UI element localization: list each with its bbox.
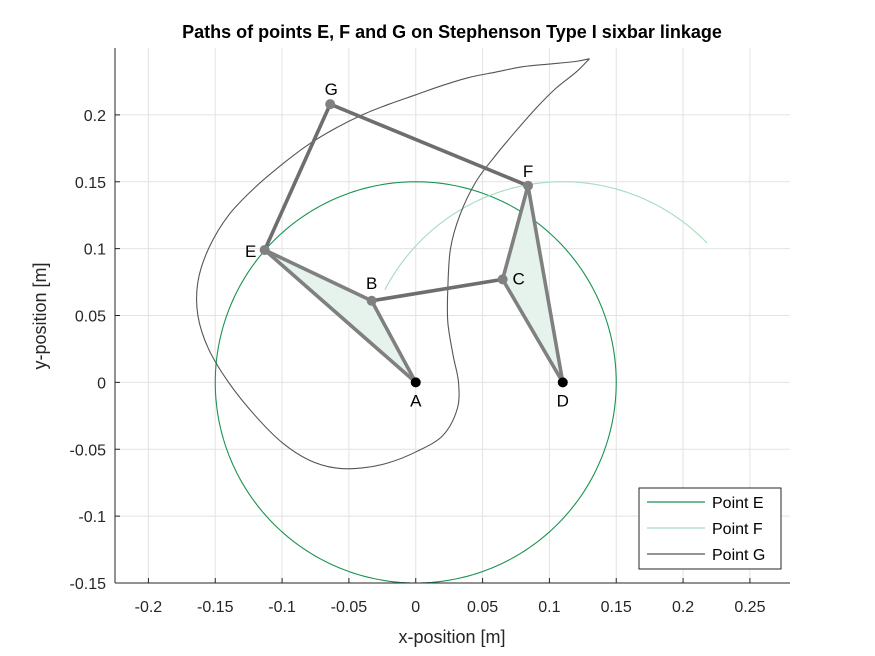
x-tick-label: 0.25	[734, 599, 765, 616]
joint-label-d: D	[557, 391, 569, 410]
y-tick-label: 0.2	[84, 108, 106, 125]
x-tick-label: -0.1	[268, 599, 296, 616]
link-gf	[328, 102, 530, 188]
legend-label: Point F	[712, 521, 763, 538]
joint-c	[497, 274, 508, 285]
joint-e	[259, 244, 270, 255]
chart-title: Paths of points E, F and G on Stephenson…	[182, 22, 722, 42]
link-bc	[369, 277, 505, 303]
joint-g	[325, 99, 336, 110]
triangle-cdf	[502, 185, 563, 383]
y-tick-label: 0	[97, 375, 106, 392]
x-tick-label: 0	[411, 599, 420, 616]
link-ab	[369, 298, 418, 385]
legend: Point E Point F Point G	[638, 487, 782, 570]
axes-frame	[114, 48, 790, 584]
x-axis-label: x-position [m]	[398, 627, 505, 647]
joint-label-b: B	[366, 274, 377, 293]
x-tick-label: 0.1	[538, 599, 560, 616]
joint-f	[523, 180, 534, 191]
y-tick-label: 0.15	[75, 175, 106, 192]
legend-label: Point E	[712, 495, 764, 512]
y-tick-label: -0.05	[70, 442, 107, 459]
series-path-point-f	[384, 181, 708, 290]
joint-b	[366, 295, 377, 306]
y-tick-label: -0.1	[78, 509, 106, 526]
link-fc	[500, 183, 530, 282]
series-path-point-e	[214, 181, 617, 584]
linkage: A B C D E F G	[245, 80, 569, 410]
x-tick-label: 0.2	[672, 599, 694, 616]
trajectory-paths	[195, 58, 708, 584]
link-be	[262, 248, 374, 303]
joint-label-c: C	[512, 269, 524, 288]
joint-label-a: A	[410, 391, 422, 410]
y-tick-label: 0.1	[84, 242, 106, 259]
series-path-point-g	[195, 58, 590, 470]
legend-label: Point G	[712, 547, 765, 564]
x-tick-label: -0.05	[331, 599, 368, 616]
joint-label-f: F	[523, 162, 533, 181]
x-tick-label: -0.2	[135, 599, 163, 616]
joint-label-g: G	[325, 80, 338, 99]
link-df	[526, 183, 565, 385]
joint-label-e: E	[245, 242, 256, 261]
link-ea	[262, 248, 418, 385]
y-axis-label: y-position [m]	[30, 262, 50, 369]
y-tick-label: -0.15	[70, 576, 107, 593]
joint-a	[410, 377, 421, 388]
tick-labels: -0.2 -0.15 -0.1 -0.05 0 0.05 0.1 0.15 0.2 0.25 -0.…	[70, 108, 766, 616]
link-eg	[262, 102, 332, 252]
x-tick-label: -0.15	[197, 599, 234, 616]
x-tick-label: 0.05	[467, 599, 498, 616]
joint-d	[557, 377, 568, 388]
link-cd	[500, 277, 565, 385]
x-tick-label: 0.15	[601, 599, 632, 616]
y-tick-label: 0.05	[75, 309, 106, 326]
